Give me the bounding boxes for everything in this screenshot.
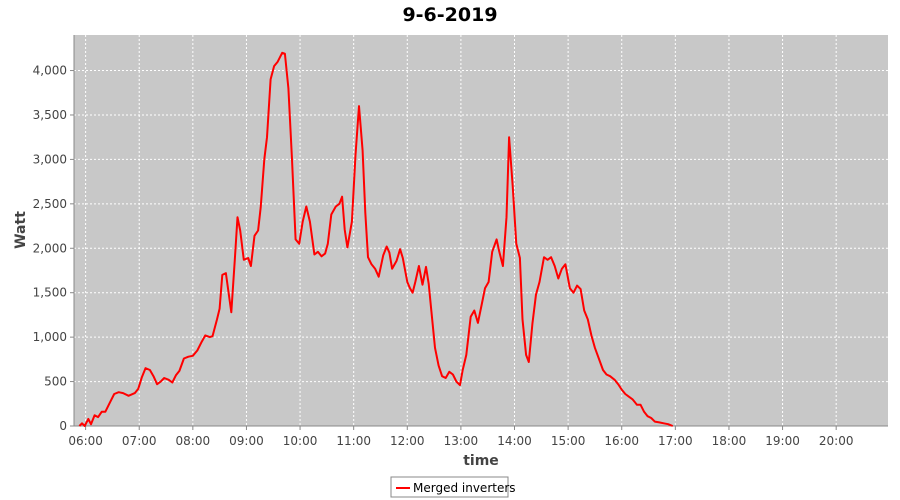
y-tick-label: 3,000 [33,152,67,166]
y-tick-label: 3,500 [33,108,67,122]
x-axis-ticks: 06:00 07:00 08:00 09:00 10:00 11:00 12:00 13:00… [68,426,853,448]
y-axis-ticks: 0 500 1,000 1,500 2,000 2,500 3,000 3,500 4,000 [33,64,74,433]
y-tick-label: 1,000 [33,330,67,344]
y-tick-label: 2,000 [33,241,67,255]
grid-lines [74,35,888,426]
x-tick-label: 18:00 [712,434,747,448]
x-tick-label: 17:00 [658,434,693,448]
x-tick-label: 15:00 [551,434,586,448]
legend-label: Merged inverters [413,481,516,495]
x-tick-label: 14:00 [497,434,532,448]
x-tick-label: 06:00 [68,434,103,448]
x-tick-label: 13:00 [444,434,479,448]
x-tick-label: 08:00 [176,434,211,448]
x-tick-label: 12:00 [390,434,425,448]
y-tick-label: 4,000 [33,64,67,78]
x-tick-label: 09:00 [229,434,264,448]
y-tick-label: 0 [59,419,67,433]
y-tick-label: 1,500 [33,286,67,300]
x-tick-label: 16:00 [604,434,639,448]
series-line-merged-inverters [78,51,674,427]
x-tick-label: 20:00 [819,434,854,448]
plot-area [74,35,888,426]
y-tick-label: 2,500 [33,197,67,211]
x-tick-label: 07:00 [122,434,157,448]
x-axis-label: time [463,453,499,469]
chart-title: 9-6-2019 [402,4,497,26]
x-tick-label: 19:00 [765,434,800,448]
x-tick-label: 10:00 [283,434,318,448]
legend: Merged inverters [390,476,516,498]
x-tick-label: 11:00 [336,434,371,448]
y-axis-label: Watt [13,211,29,249]
y-tick-label: 500 [44,375,67,389]
legend-box [390,476,509,498]
